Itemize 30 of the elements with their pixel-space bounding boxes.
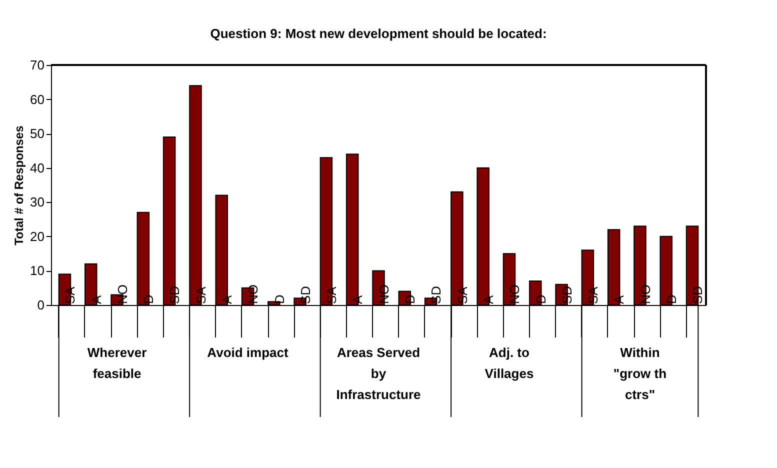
- x-tick-label: SA: [586, 286, 601, 304]
- x-tick-label: D: [272, 294, 287, 304]
- x-tick-label: A: [612, 295, 627, 304]
- x-tick-label: NO: [246, 284, 261, 304]
- text: Wherever feasible: [87, 345, 147, 381]
- x-tick-label: A: [350, 295, 366, 304]
- y-tick-label: 50: [30, 126, 44, 142]
- x-tick-label: SD: [690, 286, 706, 304]
- x-tick-label: D: [402, 294, 418, 304]
- x-tick-label: NO: [114, 284, 130, 304]
- x-tick-label: SA: [324, 286, 340, 304]
- y-axis-title: Total # of Responses: [12, 125, 26, 246]
- chart-title: Question 9: Most new development should be located:: [210, 26, 547, 41]
- x-tick-label: SA: [62, 286, 78, 304]
- text: Areas Served by Infrastructure: [336, 345, 421, 402]
- y-tick-label: 30: [30, 194, 44, 210]
- y-tick-label: 70: [30, 58, 44, 72]
- text: Within "grow th ctrs": [613, 345, 667, 402]
- y-tick-label: 0: [37, 298, 44, 312]
- y-tick-label: 40: [30, 160, 44, 176]
- y-tick-label: 60: [30, 92, 44, 107]
- y-tick-label: 10: [30, 263, 44, 278]
- x-tick-label: D: [141, 294, 156, 304]
- x-tick-label: SD: [167, 286, 182, 304]
- x-tick-label: SD: [428, 286, 444, 304]
- x-tick-label: SD: [298, 286, 313, 304]
- text: Avoid impact: [207, 345, 289, 360]
- y-tick-label: 20: [30, 228, 44, 244]
- x-tick-label: D: [533, 294, 548, 304]
- text: Adj. to Villages: [484, 345, 534, 381]
